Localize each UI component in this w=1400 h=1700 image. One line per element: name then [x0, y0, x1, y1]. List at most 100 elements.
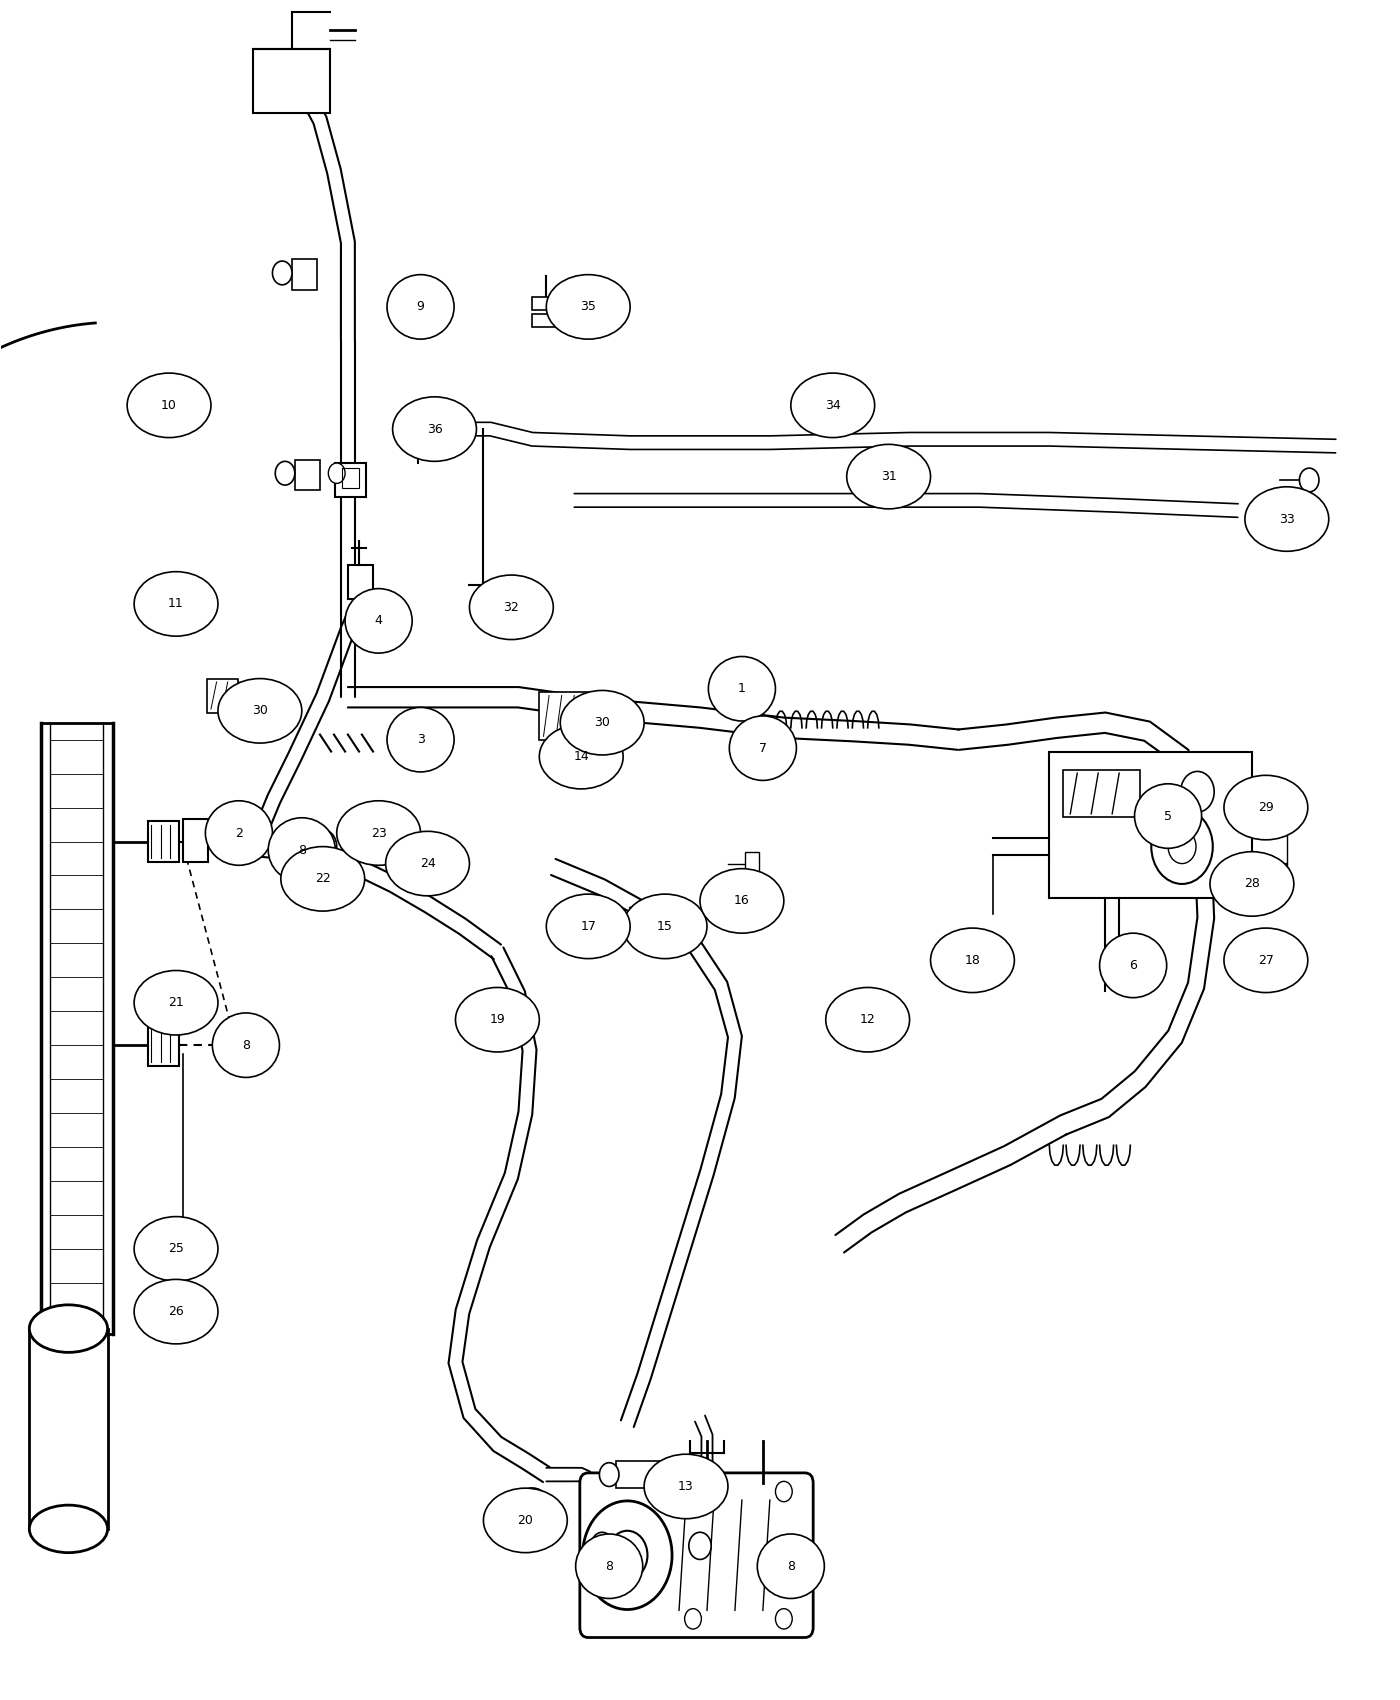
Ellipse shape	[560, 690, 644, 755]
Text: 22: 22	[315, 872, 330, 886]
Ellipse shape	[134, 1217, 218, 1282]
Ellipse shape	[386, 275, 454, 338]
Text: 30: 30	[594, 716, 610, 729]
Circle shape	[524, 1501, 540, 1522]
Circle shape	[1299, 468, 1319, 491]
Ellipse shape	[826, 988, 910, 1052]
Text: 32: 32	[504, 600, 519, 614]
Ellipse shape	[218, 678, 302, 743]
Ellipse shape	[385, 831, 469, 896]
Ellipse shape	[213, 1013, 280, 1078]
Circle shape	[581, 741, 606, 772]
FancyBboxPatch shape	[580, 1472, 813, 1637]
Text: 6: 6	[1130, 959, 1137, 972]
Text: 18: 18	[965, 954, 980, 967]
Bar	[253, 49, 330, 114]
Text: 8: 8	[242, 1039, 251, 1052]
Text: 35: 35	[580, 301, 596, 313]
Ellipse shape	[392, 396, 476, 461]
Ellipse shape	[623, 894, 707, 959]
Circle shape	[689, 1532, 711, 1559]
Ellipse shape	[931, 928, 1015, 993]
Ellipse shape	[1099, 933, 1166, 998]
Ellipse shape	[269, 818, 336, 882]
Bar	[148, 1025, 179, 1066]
Text: 34: 34	[825, 400, 840, 411]
Ellipse shape	[29, 1306, 108, 1353]
Circle shape	[1151, 809, 1212, 884]
Text: 14: 14	[574, 750, 589, 763]
Text: 29: 29	[1259, 801, 1274, 814]
Ellipse shape	[546, 275, 630, 338]
Text: 26: 26	[168, 1306, 183, 1318]
Text: 21: 21	[168, 996, 183, 1010]
Ellipse shape	[1224, 775, 1308, 840]
Circle shape	[599, 1462, 619, 1486]
Ellipse shape	[644, 1454, 728, 1518]
Bar	[207, 678, 238, 712]
Bar	[336, 462, 365, 496]
Ellipse shape	[700, 869, 784, 933]
Text: 28: 28	[1245, 877, 1260, 891]
Circle shape	[776, 1481, 792, 1501]
Text: 25: 25	[168, 1243, 183, 1255]
Ellipse shape	[1245, 486, 1329, 551]
Bar	[745, 852, 759, 876]
Text: 1: 1	[738, 682, 746, 695]
Circle shape	[776, 1608, 792, 1629]
Bar	[1063, 770, 1140, 818]
Circle shape	[232, 1023, 260, 1057]
Circle shape	[1180, 772, 1214, 813]
Circle shape	[685, 1608, 701, 1629]
Text: 4: 4	[375, 614, 382, 627]
Text: 12: 12	[860, 1013, 875, 1027]
Ellipse shape	[708, 656, 776, 721]
Text: 2: 2	[235, 826, 242, 840]
Ellipse shape	[346, 588, 412, 653]
Text: 9: 9	[417, 301, 424, 313]
Text: 5: 5	[1163, 809, 1172, 823]
Circle shape	[608, 1530, 647, 1579]
Ellipse shape	[281, 847, 364, 911]
Ellipse shape	[1224, 928, 1308, 993]
Text: 20: 20	[518, 1515, 533, 1527]
Bar	[295, 459, 321, 490]
Ellipse shape	[575, 1533, 643, 1598]
Text: 31: 31	[881, 471, 896, 483]
Ellipse shape	[29, 1504, 108, 1552]
Ellipse shape	[206, 801, 273, 865]
Text: 24: 24	[420, 857, 435, 870]
Circle shape	[591, 1532, 613, 1559]
Text: 11: 11	[168, 597, 183, 610]
Ellipse shape	[539, 724, 623, 789]
Circle shape	[276, 461, 295, 484]
Ellipse shape	[791, 372, 875, 437]
Text: 10: 10	[161, 400, 176, 411]
Bar	[406, 428, 428, 449]
Circle shape	[685, 1481, 701, 1501]
Ellipse shape	[134, 571, 218, 636]
Ellipse shape	[469, 575, 553, 639]
Ellipse shape	[455, 988, 539, 1052]
Circle shape	[512, 1488, 552, 1535]
Ellipse shape	[134, 971, 218, 1035]
Ellipse shape	[546, 894, 630, 959]
Text: 33: 33	[1280, 512, 1295, 525]
Bar	[532, 298, 557, 311]
Bar	[1050, 751, 1252, 898]
Circle shape	[329, 462, 346, 483]
Bar	[148, 821, 179, 862]
Bar	[349, 564, 372, 598]
Text: 13: 13	[678, 1481, 694, 1493]
Text: 17: 17	[580, 920, 596, 933]
Circle shape	[582, 1501, 672, 1610]
Text: 15: 15	[657, 920, 673, 933]
Text: 3: 3	[417, 733, 424, 746]
Circle shape	[273, 262, 293, 286]
Ellipse shape	[847, 444, 931, 508]
Circle shape	[309, 830, 337, 864]
Bar	[343, 468, 358, 488]
Text: 16: 16	[734, 894, 750, 908]
Ellipse shape	[134, 1280, 218, 1345]
Bar	[293, 260, 318, 291]
